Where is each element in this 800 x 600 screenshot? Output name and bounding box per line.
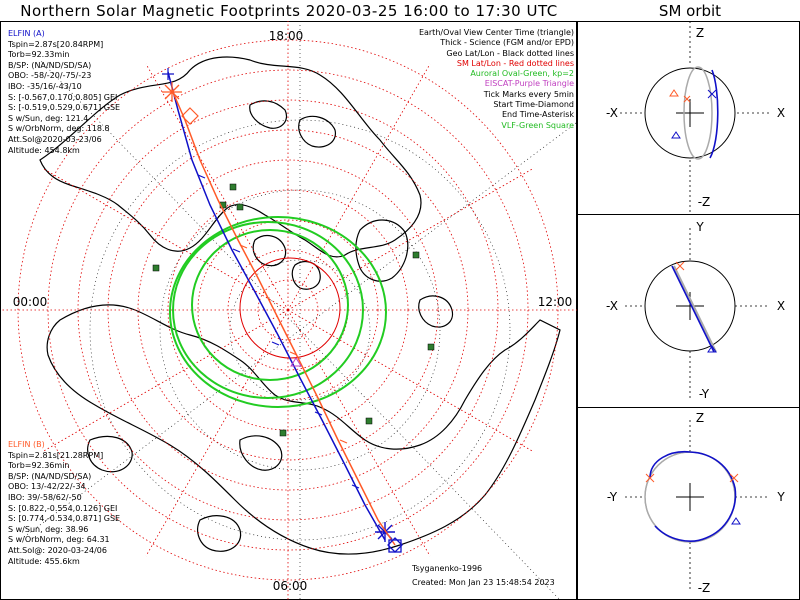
model-note: Tsyganenko-1996	[412, 564, 483, 573]
orbit3-bottom-label: -Z	[698, 581, 711, 595]
mlt-label-left: 00:00	[13, 295, 48, 309]
elfin-a-line: S w/OrbNorm, deg: 118.8	[8, 124, 110, 134]
orbit-panel-yz	[625, 420, 770, 592]
elfin-a-line: Altitude: 454.8km	[8, 145, 80, 155]
legend: Earth/Oval View Center Time (triangle) Th…	[419, 28, 574, 131]
elfin-b-line: S: [0.822,-0.554,0.126] GEI	[8, 503, 118, 513]
elfin-b-track	[162, 82, 396, 546]
elfin-a-line: S: [-0.567,0.170,0.805] GEI	[8, 92, 118, 102]
auroral-oval	[169, 216, 387, 408]
orbit1-bottom-label: -Z	[698, 195, 711, 209]
elfin-a-line: Tspin=2.87s[20.84RPM]	[8, 39, 104, 49]
orbit2-bottom-label: -Y	[699, 387, 710, 401]
orbit-panel-xz	[620, 21, 770, 214]
legend-item: VLF-Green Square	[501, 120, 574, 130]
elfin-a-info: ELFIN (A) Tspin=2.87s[20.84RPM] Torb=92.…	[8, 29, 120, 156]
orbit1-top-label: Z	[696, 26, 704, 40]
sm-grid	[0, 21, 577, 600]
orbit1-left-label: -X	[606, 106, 618, 120]
elfin-b-line: B/SP: (NA/ND/SD/SA)	[8, 471, 92, 481]
elfin-a-line: Torb=92.33min	[8, 50, 70, 60]
created-note: Created: Mon Jan 23 15:48:54 2023	[412, 578, 555, 587]
vlf-stations	[152, 183, 435, 437]
orbit3-left-label: -Y	[607, 490, 618, 504]
elfin-a-line: OBO: -58/-20/-75/-23	[8, 71, 92, 81]
elfin-a-line: B/SP: (NA/ND/SD/SA)	[8, 60, 92, 70]
mlt-label-top: 18:00	[269, 29, 304, 43]
elfin-b-line: OBO: 13/-42/22/-34	[8, 482, 86, 492]
elfin-b-line: Altitude: 455.6km	[8, 556, 80, 566]
legend-item: Thick - Science (FGM and/or EPD)	[440, 38, 574, 48]
legend-item: Earth/Oval View Center Time (triangle)	[418, 28, 574, 37]
legend-item: Auroral Oval-Green, kp=2	[470, 69, 574, 79]
legend-item: Start Time-Diamond	[493, 100, 574, 110]
orbit-panel-title: SM orbit	[658, 2, 722, 20]
elfin-b-line: S: [0.774,-0.534,0.871] GSE	[8, 514, 121, 524]
plot-title: Northern Solar Magnetic Footprints 2020-…	[20, 2, 558, 20]
elfin-b-line: S w/OrbNorm, deg: 64.31	[8, 535, 110, 545]
orbit3-right-label: Y	[776, 490, 785, 504]
legend-item: Tick Marks every 5min	[483, 89, 574, 99]
elfin-b-name: ELFIN (B)	[8, 440, 45, 449]
legend-item: Geo Lat/Lon - Black dotted lines	[446, 48, 574, 58]
orbit2-top-label: Y	[695, 220, 704, 234]
legend-item: End Time-Asterisk	[501, 110, 574, 120]
orbit1-right-label: X	[777, 106, 785, 120]
orbit3-top-label: Z	[696, 411, 704, 425]
mlt-label-right: 12:00	[538, 295, 573, 309]
elfin-b-line: S w/Sun, deg: 38.96	[8, 524, 89, 534]
orbit2-right-label: X	[777, 299, 785, 313]
elfin-b-line: Att.Sol@: 2020-03-24/06	[8, 545, 107, 555]
elfin-b-line: Tspin=2.81s[21.28RPM]	[8, 450, 104, 460]
elfin-a-track	[162, 68, 395, 542]
elfin-a-line: S: [-0.519,0.529,0.671] GSE	[8, 103, 121, 113]
orbit2-left-label: -X	[606, 299, 618, 313]
legend-item: EISCAT-Purple Triangle	[484, 79, 574, 89]
mlt-label-bottom: 06:00	[273, 579, 308, 593]
elfin-a-name: ELFIN (A)	[8, 29, 45, 38]
orbit-panel-xy	[625, 228, 770, 400]
elfin-a-line: IBO: -35/16/-43/10	[8, 81, 82, 91]
elfin-b-line: IBO: 39/-58/62/-50	[8, 492, 82, 502]
elfin-a-line: Att.Sol@2020-03-23/06	[8, 134, 102, 144]
elfin-b-info: ELFIN (B) Tspin=2.81s[21.28RPM] Torb=92.…	[8, 440, 120, 567]
elfin-a-line: S w/Sun, deg: 121.4	[8, 113, 89, 123]
legend-item: SM Lat/Lon - Red dotted lines	[456, 58, 574, 68]
elfin-end-square	[388, 539, 402, 553]
eiscat-triangle	[290, 357, 302, 367]
elfin-b-line: Torb=92.36min	[8, 461, 70, 471]
